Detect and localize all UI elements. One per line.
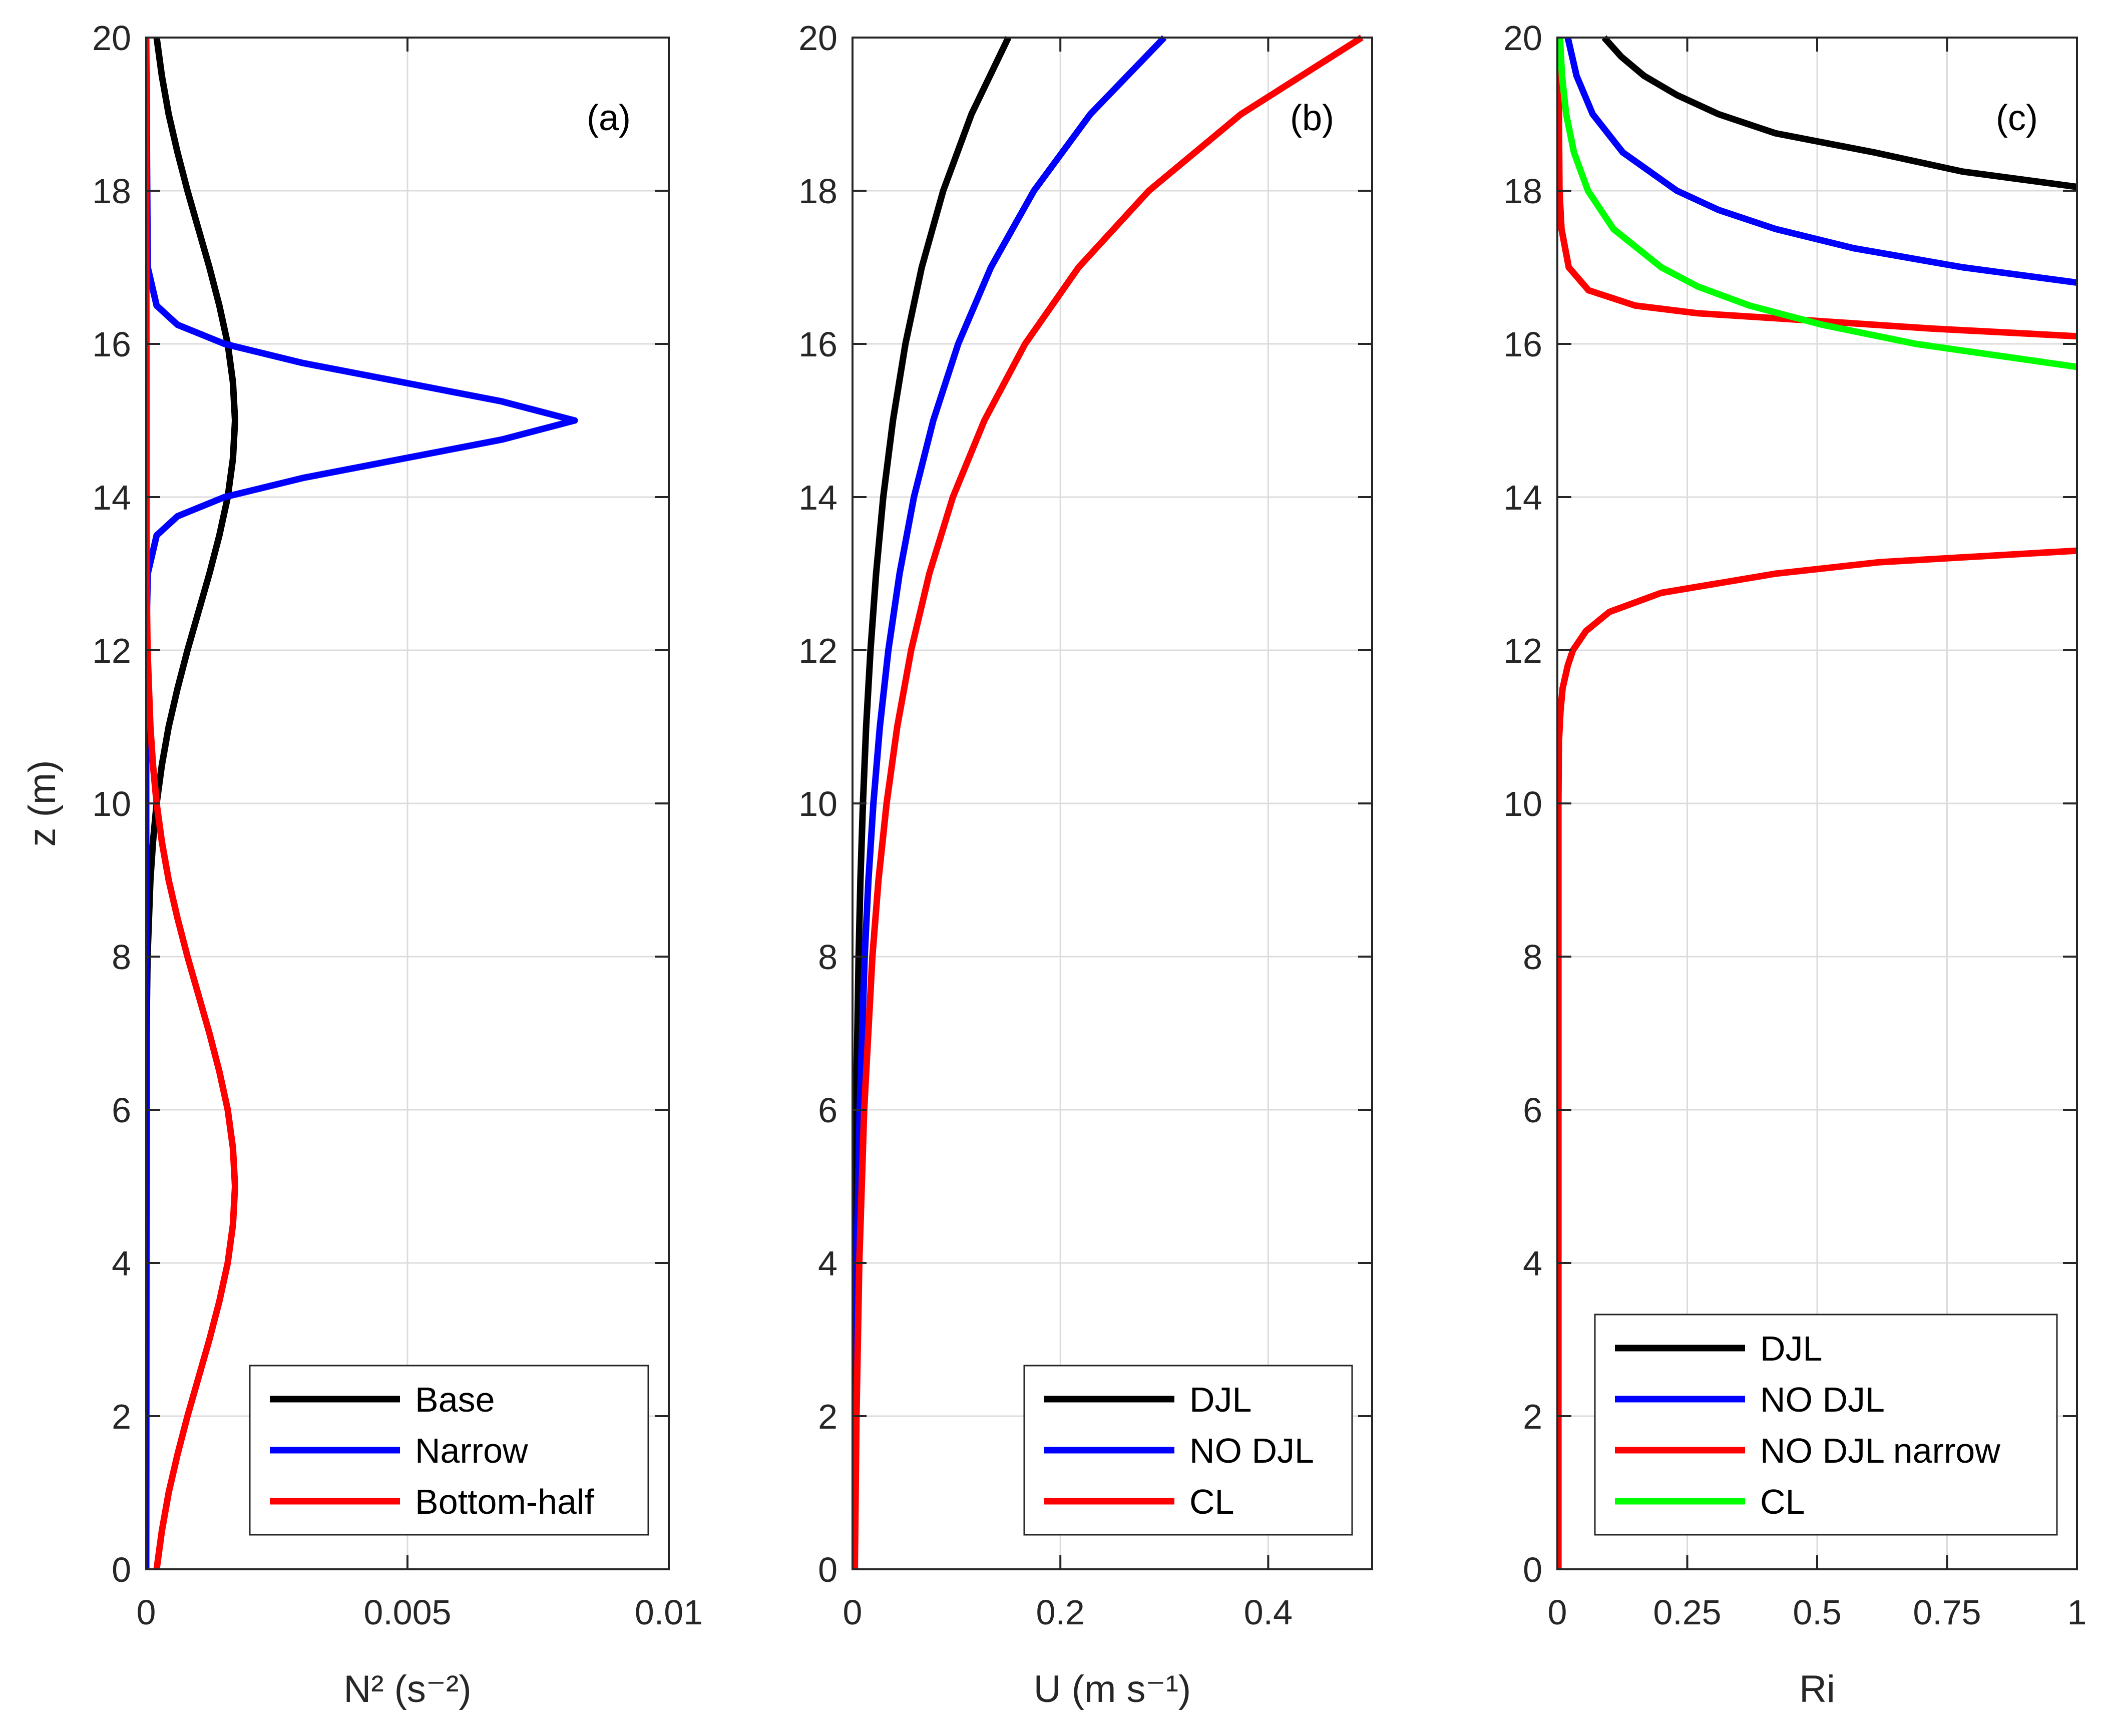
y-tick-label: 6	[112, 1091, 131, 1130]
x-tick-label: 0	[843, 1593, 863, 1632]
y-tick-label: 6	[818, 1091, 837, 1130]
panel-label: (c)	[1996, 98, 2038, 138]
y-tick-label: 6	[1523, 1091, 1542, 1130]
legend-label: Narrow	[415, 1431, 528, 1470]
y-tick-label: 12	[92, 631, 131, 670]
axes-box	[1556, 37, 2078, 1570]
series-line-no-djl-narrow	[1557, 37, 2077, 1569]
axes-box	[145, 37, 670, 1570]
series-line-bottom-half	[146, 37, 238, 1570]
axes-box	[852, 37, 1373, 1570]
y-tick-label: 12	[798, 631, 837, 670]
x-tick-label: 1	[2067, 1593, 2087, 1632]
y-tick-label: 0	[1523, 1550, 1542, 1589]
x-tick-label: 0.2	[1036, 1593, 1085, 1632]
x-tick-label: 0.5	[1793, 1593, 1841, 1632]
legend-label: NO DJL	[1760, 1380, 1885, 1419]
y-tick-label: 0	[818, 1550, 837, 1589]
x-tick-label: 0.005	[363, 1593, 451, 1632]
y-tick-label: 2	[112, 1397, 131, 1436]
series-line-cl	[853, 35, 1364, 1570]
panel-label: (b)	[1290, 98, 1334, 138]
legend: DJL NO DJL CL	[1023, 1365, 1353, 1536]
series-line-djl	[1601, 35, 2077, 190]
y-tick-label: 10	[92, 784, 131, 823]
y-tick-label: 14	[92, 478, 131, 517]
legend-label: CL	[1760, 1482, 1805, 1521]
y-tick-label: 20	[1503, 19, 1542, 58]
y-tick-label: 8	[818, 938, 837, 977]
x-axis-label: N² (s⁻²)	[343, 1668, 471, 1710]
x-tick-label: 0.4	[1244, 1593, 1293, 1632]
y-tick-label: 18	[1503, 172, 1542, 211]
x-tick-label: 0	[1548, 1593, 1567, 1632]
legend-label: NO DJL	[1189, 1431, 1314, 1470]
panel-label: (a)	[587, 98, 631, 138]
y-tick-label: 2	[818, 1397, 837, 1436]
x-tick-label: 0	[137, 1593, 156, 1632]
legend-label: CL	[1189, 1482, 1234, 1521]
y-tick-label: 4	[1523, 1244, 1542, 1283]
y-tick-label: 16	[92, 325, 131, 364]
legend-label: DJL	[1189, 1380, 1251, 1419]
legend-label: Base	[415, 1380, 495, 1419]
x-axis-label: Ri	[1799, 1668, 1835, 1710]
y-tick-label: 18	[798, 172, 837, 211]
y-tick-label: 0	[112, 1550, 131, 1589]
y-tick-label: 14	[1503, 478, 1542, 517]
y-tick-label: 18	[92, 172, 131, 211]
legend: DJL NO DJL NO DJL narrow CL	[1594, 1314, 2058, 1536]
panel-a: 0 0.005 0.01 0 2 4 6 8 10 12 14 16 18 20 N² (s⁻²) z (m)…	[21, 19, 703, 1710]
y-tick-label: 8	[112, 938, 131, 977]
y-tick-label: 10	[1503, 784, 1542, 823]
y-tick-label: 4	[818, 1244, 837, 1283]
y-tick-label: 2	[1523, 1397, 1542, 1436]
y-tick-label: 8	[1523, 938, 1542, 977]
series-line-cl	[1557, 37, 2077, 370]
series-line-no-djl	[853, 35, 1167, 1570]
y-tick-label: 12	[1503, 631, 1542, 670]
y-axis-label: z (m)	[21, 760, 64, 846]
y-tick-label: 20	[92, 19, 131, 58]
y-tick-label: 10	[798, 784, 837, 823]
legend-label: NO DJL narrow	[1760, 1431, 2000, 1470]
x-tick-label: 0.75	[1913, 1593, 1981, 1632]
series-line-narrow	[146, 37, 578, 1569]
legend: Base Narrow Bottom-half	[249, 1365, 649, 1536]
y-tick-label: 16	[798, 325, 837, 364]
x-tick-label: 0.01	[635, 1593, 703, 1632]
panel-b: 0 0.2 0.4 0 2 4 6 8 10 12 14 16 18 20 U (m s⁻¹) (b) DJL N…	[798, 19, 1373, 1710]
y-tick-label: 20	[798, 19, 837, 58]
x-axis-label: U (m s⁻¹)	[1034, 1668, 1191, 1710]
series-line-base	[146, 37, 238, 1570]
legend-label: Bottom-half	[415, 1482, 594, 1521]
legend-label: DJL	[1760, 1329, 1822, 1368]
y-tick-label: 16	[1503, 325, 1542, 364]
x-tick-label: 0.25	[1653, 1593, 1721, 1632]
y-tick-label: 14	[798, 478, 837, 517]
series-line-no-djl	[1564, 37, 2077, 286]
panel-c: 0 0.25 0.5 0.75 102468101214161820Ri(c)DJLNO…	[1503, 19, 2086, 1710]
y-tick-label: 4	[112, 1244, 131, 1283]
